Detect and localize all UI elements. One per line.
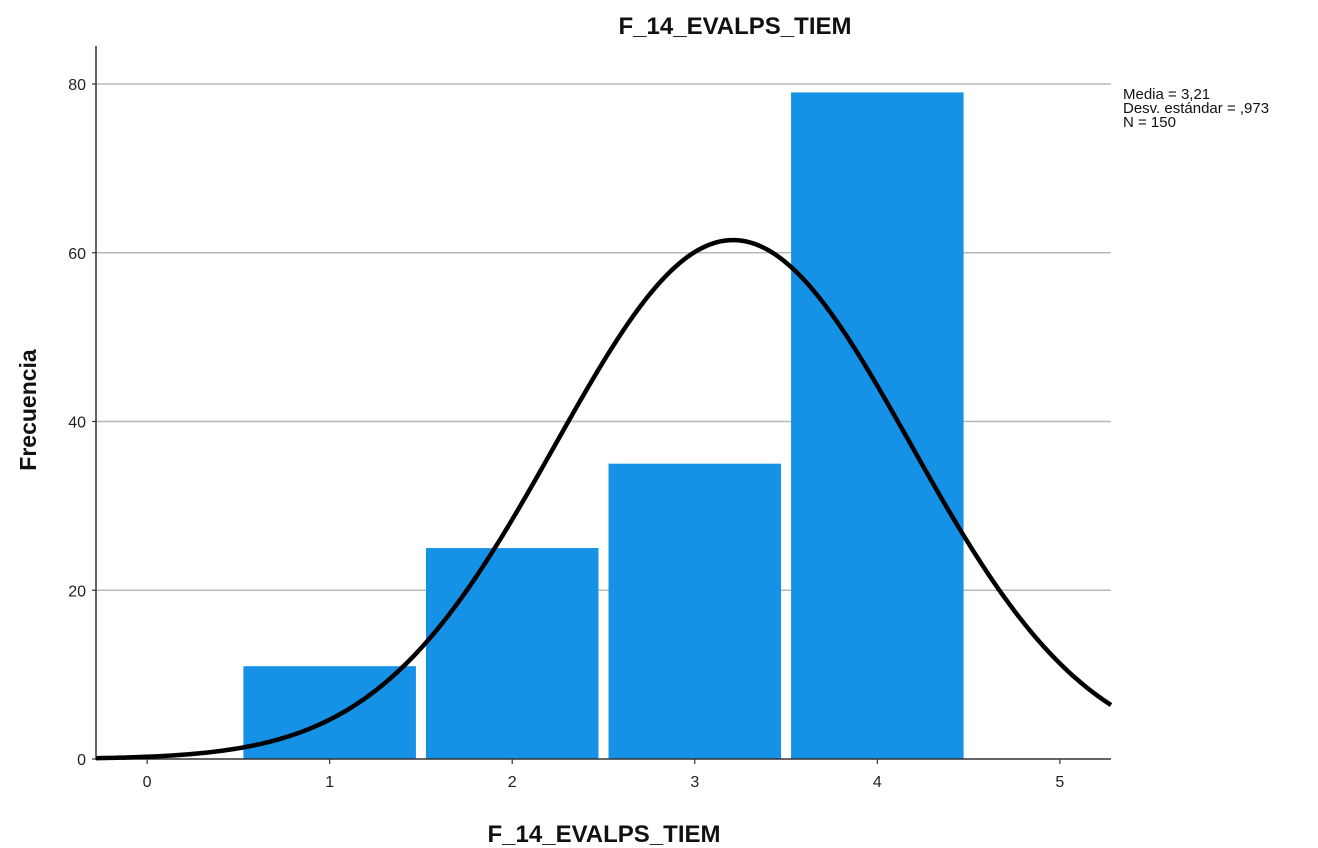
x-tick-label: 1 <box>325 774 334 791</box>
y-tick-label: 40 <box>68 415 86 432</box>
y-axis-label: Frecuencia <box>15 349 41 471</box>
x-axis-label: F_14_EVALPS_TIEM <box>488 821 721 848</box>
x-tick-label: 4 <box>873 774 882 791</box>
normal-curve <box>95 237 1113 761</box>
chart-title: F_14_EVALPS_TIEM <box>619 13 852 40</box>
normal-curve-layer <box>95 237 1113 761</box>
x-tick-label: 5 <box>1055 774 1064 791</box>
y-tick-label: 60 <box>68 246 86 263</box>
y-tick-label: 0 <box>77 752 86 769</box>
stats-box: Media = 3,21 Desv. estándar = ,973 N = 1… <box>1123 86 1270 131</box>
stats-mean: Media = 3,21 <box>1123 86 1211 103</box>
x-tick-label: 0 <box>143 774 152 791</box>
histogram-bar <box>608 463 782 759</box>
axes: 0 20 40 60 80 0 1 2 3 4 5 <box>68 46 1111 791</box>
histogram-bar <box>425 548 599 759</box>
histogram-bar <box>791 92 964 759</box>
x-tick-label: 2 <box>508 774 517 791</box>
bars <box>243 92 964 759</box>
y-tick-label: 20 <box>68 583 86 600</box>
y-tick-label: 80 <box>68 77 86 94</box>
stats-n: N = 150 <box>1123 114 1176 131</box>
stats-std: Desv. estándar = ,973 <box>1123 100 1270 117</box>
x-tick-label: 3 <box>690 774 699 791</box>
